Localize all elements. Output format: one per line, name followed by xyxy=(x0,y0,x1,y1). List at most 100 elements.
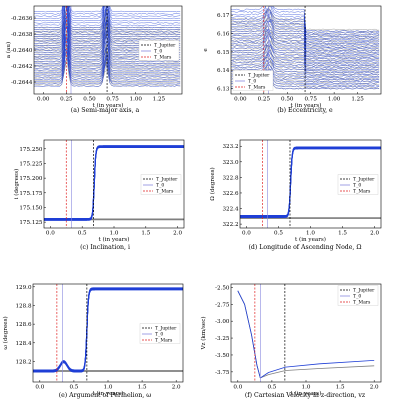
legend-box xyxy=(139,323,181,344)
legend-jupiter: T_Jupiter xyxy=(156,177,178,183)
legend-t0: T_0 xyxy=(353,294,361,300)
y-axis-label: Ω (degrees) xyxy=(209,167,216,200)
x-tick-label: 2.0 xyxy=(370,385,379,391)
gray-trajectory xyxy=(34,62,181,87)
legend-jupiter: T_Jupiter xyxy=(353,288,375,294)
plot-area xyxy=(44,145,184,221)
gray-trajectory xyxy=(34,15,181,39)
plot-area xyxy=(33,287,183,373)
y-tick-label: 128.2 xyxy=(15,359,31,365)
legend-jupiter: T_Jupiter xyxy=(353,177,375,183)
blue-trajectory xyxy=(34,6,181,22)
panel-caption: (d) Longitude of Ascending Node, Ω xyxy=(249,244,362,251)
y-tick-label: -3.00 xyxy=(215,319,230,325)
y-tick-label: 322.2 xyxy=(222,222,238,228)
panel-f: 0.0 0.5 1.0 1.5 2.0 -2.50 -2.75 -3.00 -3.25 -3.50… xyxy=(200,283,382,397)
y-tick-label: 323.0 xyxy=(222,160,238,166)
blue-trajectory xyxy=(34,6,181,29)
panel-caption: (c) Inclination, i xyxy=(80,244,130,251)
x-tick-label: 1.00 xyxy=(130,97,143,103)
y-tick-label: 323.2 xyxy=(222,144,238,150)
x-tick-label: 1.0 xyxy=(302,385,311,391)
x-tick-label: 0.5 xyxy=(267,385,276,391)
y-tick-label: 6.13 xyxy=(217,87,230,93)
x-tick-label: 1.0 xyxy=(306,231,315,237)
x-tick-label: 0.0 xyxy=(233,385,242,391)
blue-trajectory xyxy=(231,30,380,59)
blue-trajectory xyxy=(231,29,380,55)
y-tick-label: -0.2636 xyxy=(11,16,33,22)
x-tick-label: 2.0 xyxy=(370,231,379,237)
blue-trajectory xyxy=(34,48,181,78)
y-tick-label: 175.200 xyxy=(19,176,43,182)
x-tick-label: 0.5 xyxy=(69,385,78,391)
x-tick-label: 1.5 xyxy=(338,231,347,237)
x-tick-label: 0.0 xyxy=(242,231,251,237)
blue-trajectory xyxy=(34,26,181,65)
x-tick-label: 1.25 xyxy=(351,97,364,103)
x-tick-label: 0.50 xyxy=(281,97,294,103)
y-tick-label: 322.4 xyxy=(222,207,238,213)
x-tick-label: 2.0 xyxy=(172,385,181,391)
panel-e: 0.0 0.5 1.0 1.5 2.0 128.2 128.4 128.6 128.8 129.0… xyxy=(2,283,184,397)
blue-trajectory xyxy=(231,20,380,46)
blue-trajectory xyxy=(34,6,181,31)
x-tick-label: 1.0 xyxy=(104,385,113,391)
blue-trajectory xyxy=(34,6,181,17)
x-tick-label: 0.5 xyxy=(78,231,87,237)
legend-mars: T_Mars xyxy=(156,189,174,195)
x-tick-label: 1.5 xyxy=(336,385,345,391)
x-tick-label: 0.50 xyxy=(83,97,96,103)
y-tick-label: -3.25 xyxy=(215,336,230,342)
y-tick-label: -3.50 xyxy=(215,353,230,359)
blue-trajectory xyxy=(34,6,181,20)
legend-mars: T_Mars xyxy=(155,338,173,344)
panel-caption: (e) Argument of Perihelion, ω xyxy=(59,392,152,399)
axes-frame xyxy=(230,5,382,95)
y-tick-label: -2.50 xyxy=(215,285,230,291)
x-axis-label: t (in years) xyxy=(291,102,322,109)
y-tick-label: 6.17 xyxy=(217,13,230,19)
x-tick-label: 2.0 xyxy=(173,231,182,237)
blue-trajectory xyxy=(231,41,380,64)
x-tick-label: 0.75 xyxy=(304,97,317,103)
legend-box xyxy=(232,70,274,91)
x-tick-label: 0.75 xyxy=(106,97,119,103)
x-tick-label: 0.00 xyxy=(37,97,50,103)
x-tick-label: 1.25 xyxy=(153,97,166,103)
x-tick-label: 0.00 xyxy=(234,97,247,103)
y-tick-label: -0.2642 xyxy=(11,64,33,70)
y-tick-label: 175.175 xyxy=(19,191,43,197)
legend-mars: T_Mars xyxy=(353,189,371,195)
y-tick-label: 175.150 xyxy=(19,205,43,211)
panel-caption: (b) Eccentricity, e xyxy=(277,107,333,114)
y-tick-label: -0.2638 xyxy=(11,32,33,38)
x-tick-label: 0.0 xyxy=(35,385,44,391)
blue-trajectory xyxy=(34,6,181,13)
x-axis-label: t (in years) xyxy=(99,236,130,243)
panel-b: 0.00 0.25 0.50 0.75 1.00 1.25 6.13 6.14 6.15 6.16… xyxy=(203,5,382,109)
x-axis-label: t (in years) xyxy=(295,236,326,243)
x-axis-label: t (in years) xyxy=(291,390,322,397)
y-tick-label: 6.16 xyxy=(217,32,230,38)
legend-t0: T_0 xyxy=(154,49,162,55)
legend-box xyxy=(140,174,182,195)
legend-jupiter: T_Jupiter xyxy=(248,73,270,79)
y-tick-label: 175.250 xyxy=(19,147,43,153)
legend-mars: T_Mars xyxy=(154,55,172,61)
x-tick-label: 1.5 xyxy=(138,385,147,391)
y-axis-label: ω (degrees) xyxy=(2,316,9,349)
legend-jupiter: T_Jupiter xyxy=(154,43,176,49)
legend-box xyxy=(337,174,379,195)
legend-jupiter: T_Jupiter xyxy=(155,326,177,332)
y-tick-label: -0.2640 xyxy=(11,48,33,54)
legend-box xyxy=(138,40,180,61)
x-tick-label: 1.5 xyxy=(141,231,150,237)
panel-caption: (f) Cartesian Velocity in z-direction, v… xyxy=(245,392,366,399)
